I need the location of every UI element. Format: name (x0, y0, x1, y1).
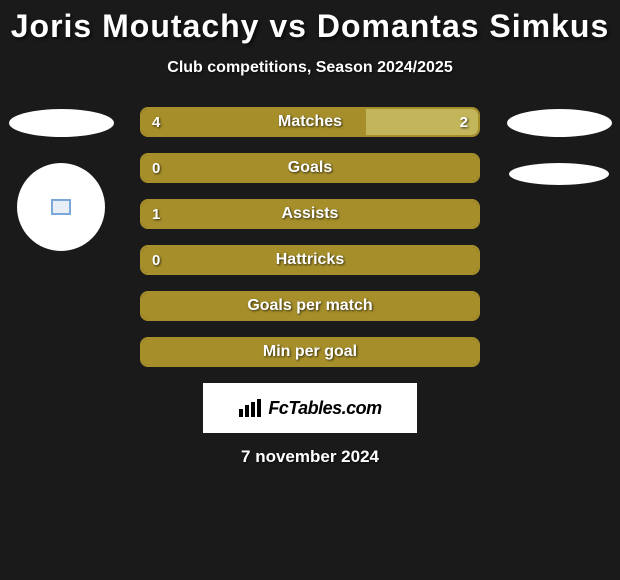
player-right-column (504, 107, 614, 185)
stat-bar-left-seg (142, 109, 366, 135)
team-badge-placeholder-left (9, 109, 114, 137)
player-avatar-left (17, 163, 105, 251)
site-logo: FcTables.com (203, 383, 417, 433)
stat-bar-right-seg (366, 109, 478, 135)
team-badge-placeholder-right (507, 109, 612, 137)
logo-text: FcTables.com (268, 398, 381, 419)
stat-bar: Goals per match (140, 291, 480, 321)
stat-bar-left-seg (142, 201, 478, 227)
stat-bar-left-seg (142, 155, 478, 181)
page-title: Joris Moutachy vs Domantas Simkus (0, 0, 620, 45)
stat-bar-left-seg (142, 247, 478, 273)
avatar-placeholder-icon (51, 199, 71, 215)
stat-bar-left-seg (142, 339, 478, 365)
stat-bar: Matches42 (140, 107, 480, 137)
stat-bar: Min per goal (140, 337, 480, 367)
player-left-column (6, 107, 116, 251)
team-badge-placeholder-right-2 (509, 163, 609, 185)
stat-bars: Matches42 Goals0 Assists1 Hattricks0 Goals p… (140, 107, 480, 367)
page-subtitle: Club competitions, Season 2024/2025 (0, 59, 620, 77)
stat-bar-left-seg (142, 293, 478, 319)
comparison-content: Matches42 Goals0 Assists1 Hattricks0 Goals p… (0, 107, 620, 367)
bar-chart-icon (238, 399, 262, 417)
stat-bar: Assists1 (140, 199, 480, 229)
stat-bar: Hattricks0 (140, 245, 480, 275)
avatar-left-wrap (6, 163, 116, 251)
stat-bar: Goals0 (140, 153, 480, 183)
footer-date: 7 november 2024 (0, 447, 620, 467)
